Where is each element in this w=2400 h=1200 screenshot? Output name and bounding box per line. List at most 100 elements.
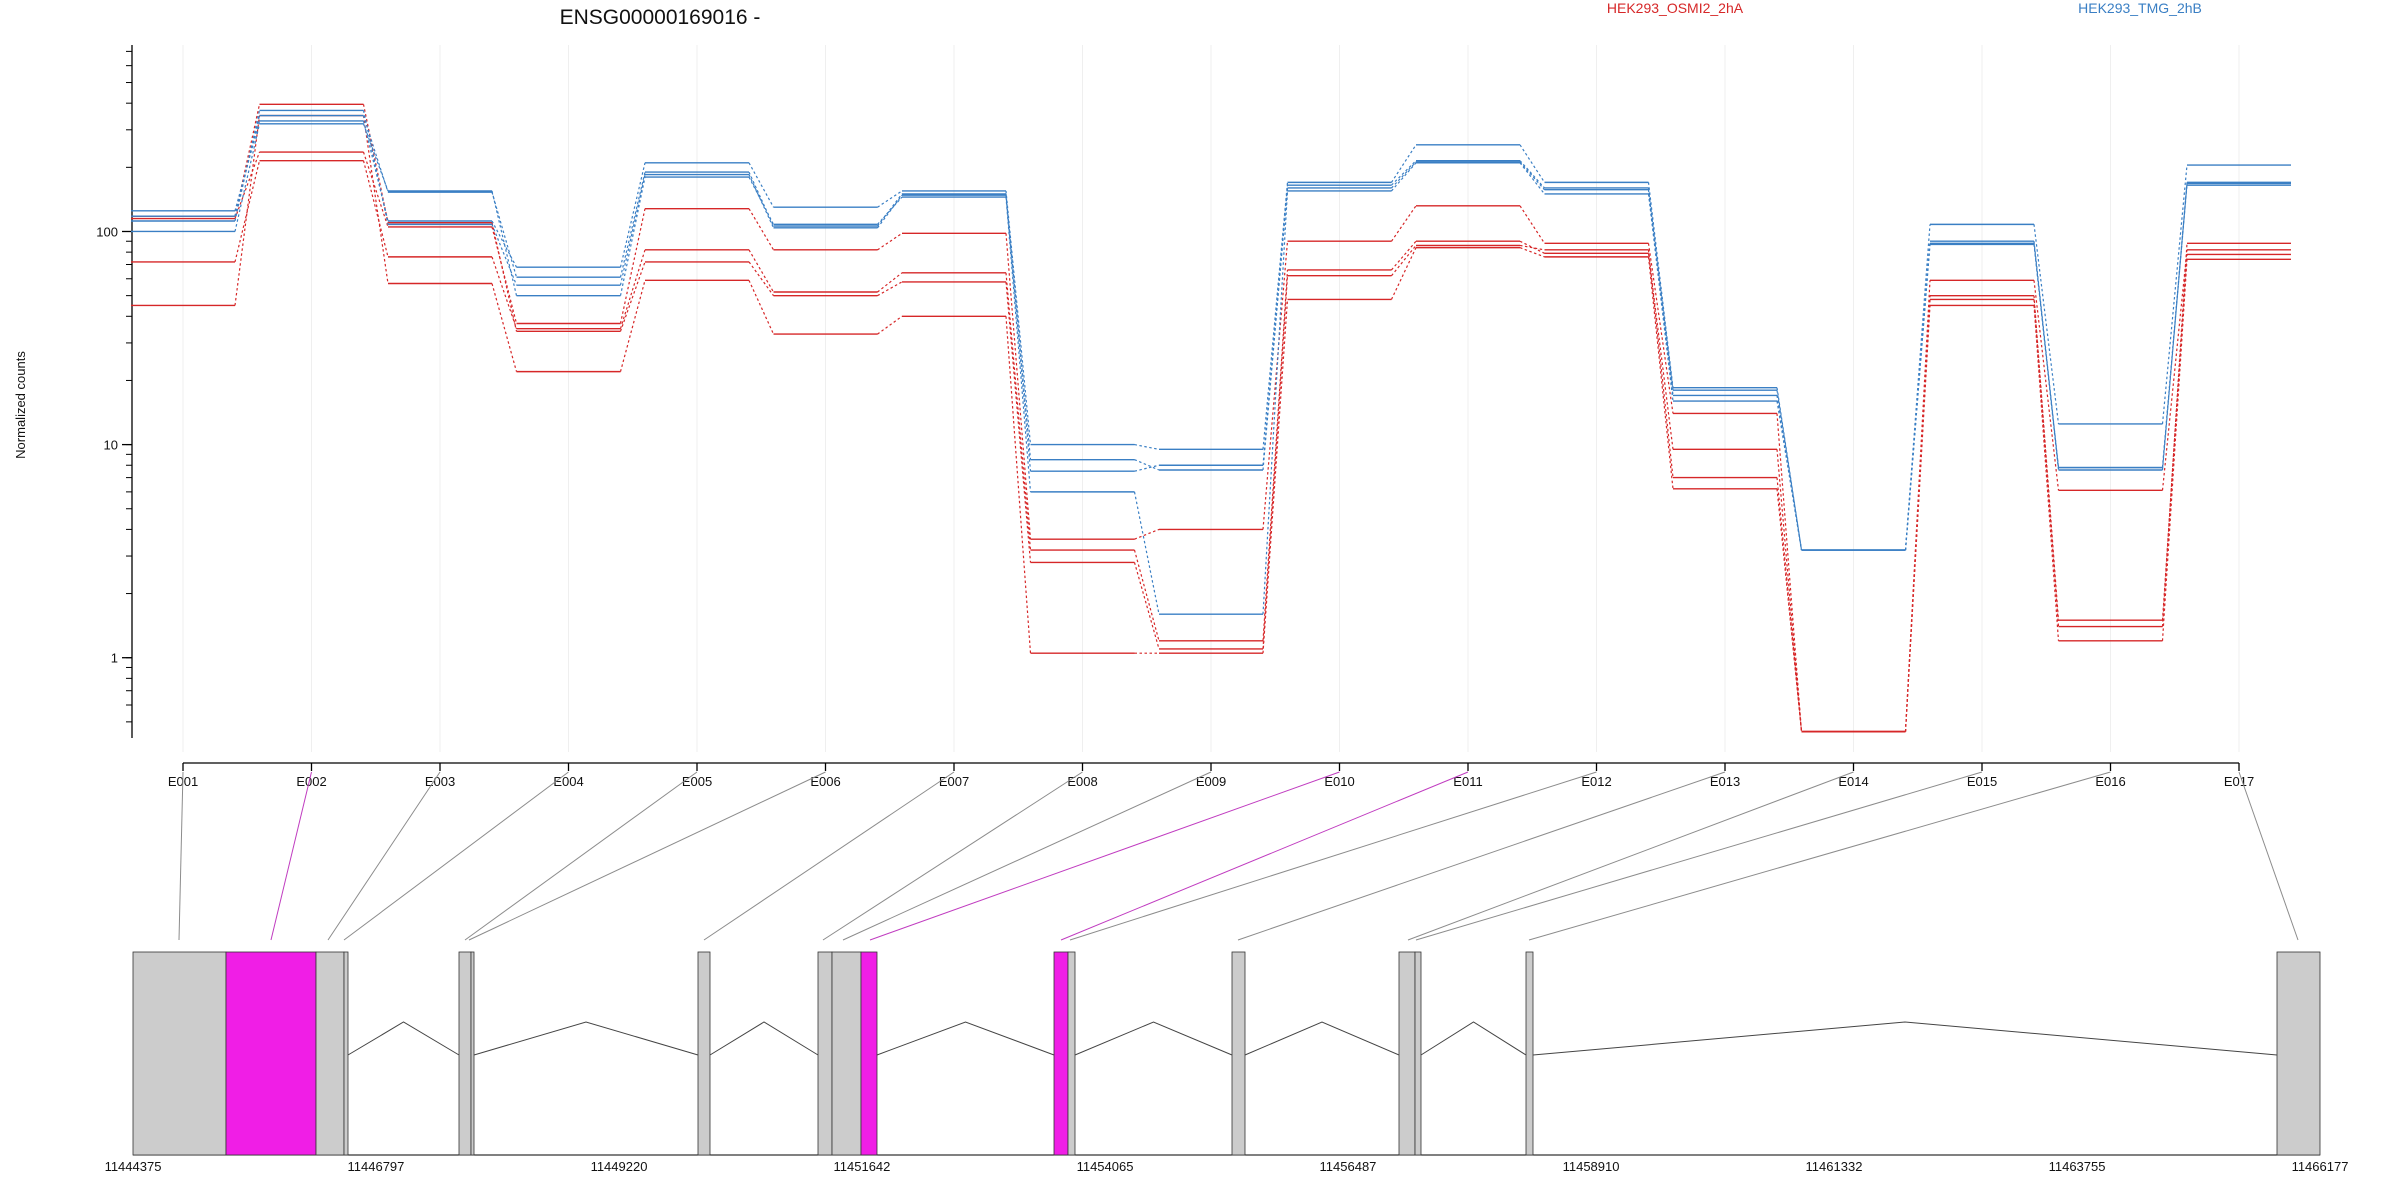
series-connector <box>234 104 261 217</box>
series-connector <box>1390 247 1417 300</box>
series-connector <box>1005 190 1032 445</box>
series-connector <box>1005 281 1032 563</box>
exon-box <box>315 951 345 1156</box>
series-connector <box>1262 190 1289 615</box>
series-connector <box>491 222 518 332</box>
series-connector <box>1519 162 1545 195</box>
series-connector <box>1262 275 1289 649</box>
intron-line <box>1532 1021 2278 1056</box>
series-connector <box>2161 164 2188 425</box>
series-8 <box>131 109 2291 551</box>
exon-connector <box>1237 771 1726 941</box>
exon-box <box>1398 951 1416 1156</box>
intron-line <box>473 1021 699 1056</box>
series-connector <box>619 162 646 268</box>
series-connector <box>2161 243 2188 627</box>
exon-box <box>470 951 475 1156</box>
series-connector <box>748 171 775 227</box>
x-tick-label: E012 <box>1581 774 1611 789</box>
series-connector <box>1647 182 1674 388</box>
series-connector <box>877 194 903 229</box>
series-connector <box>1519 247 1545 258</box>
genome-tick-label: 11451642 <box>834 1159 891 1174</box>
intron-line <box>709 1021 819 1056</box>
genome-tick-label: 11458910 <box>1563 1159 1620 1174</box>
exon-connector <box>464 771 698 941</box>
exon-connector <box>869 771 1340 941</box>
genome-tick-label: 11463755 <box>2049 1159 2106 1174</box>
genome-tick-label: 11461332 <box>1806 1159 1863 1174</box>
x-tick-label: E016 <box>2095 774 2125 789</box>
series-connector <box>1005 195 1032 472</box>
series-connector <box>491 283 518 372</box>
y-axis-label: Normalized counts <box>13 351 28 459</box>
series-connector <box>1647 193 1674 402</box>
exon-connector <box>1407 771 1854 941</box>
series-connector <box>1647 189 1674 391</box>
series-connector <box>1133 549 1160 641</box>
series-1 <box>131 114 2291 733</box>
genome-tick-label: 11456487 <box>1320 1159 1377 1174</box>
x-tick-label: E015 <box>1967 774 1997 789</box>
exon-connector <box>1069 771 1597 941</box>
exon-box-highlight <box>225 951 317 1156</box>
series-connector <box>362 160 389 258</box>
series-connector <box>877 272 903 293</box>
series-connector <box>1005 197 1032 492</box>
x-tick-label: E004 <box>553 774 583 789</box>
intron-line <box>1420 1021 1527 1056</box>
exon-box-highlight <box>1053 951 1069 1156</box>
exon-box <box>1525 951 1534 1156</box>
x-tick-label: E013 <box>1710 774 1740 789</box>
intron-line <box>347 1021 460 1056</box>
series-connector <box>619 208 646 324</box>
series-connector <box>1262 185 1289 466</box>
series-connector <box>877 190 903 208</box>
exon-box <box>132 951 227 1156</box>
series-connector <box>1776 387 1803 551</box>
genome-tick-label: 11454065 <box>1077 1159 1134 1174</box>
series-connector <box>1134 444 1160 450</box>
series-connector <box>1776 413 1803 732</box>
series-connector <box>1904 241 1931 551</box>
series-connector <box>748 249 775 293</box>
exon-box <box>458 951 472 1156</box>
series-connector <box>877 232 903 251</box>
series-connector <box>748 162 775 208</box>
exon-connector <box>1528 771 2111 941</box>
exon-connector <box>2238 771 2299 941</box>
series-connector <box>2161 259 2188 641</box>
exon-connector <box>822 771 1083 941</box>
series-connector <box>877 315 903 335</box>
series-connector <box>362 120 389 222</box>
exon-connector <box>343 771 569 941</box>
chart-title: ENSG00000169016 - <box>560 6 761 29</box>
series-7 <box>131 120 2291 551</box>
exon-connector <box>270 771 312 941</box>
x-tick-label: E010 <box>1324 774 1354 789</box>
x-tick-label: E014 <box>1838 774 1868 789</box>
intron-line <box>1074 1021 1233 1056</box>
series-connector <box>362 115 389 193</box>
series-connector <box>1647 249 1674 478</box>
series-connector <box>1391 240 1417 271</box>
series-connector <box>2161 249 2188 491</box>
series-connector <box>362 115 389 284</box>
exon-box <box>831 951 862 1156</box>
exon-box <box>2276 951 2321 1156</box>
x-tick-label: E011 <box>1453 774 1482 789</box>
series-connector <box>1005 233 1032 540</box>
series-connector <box>1133 562 1160 650</box>
intron-line <box>1244 1021 1400 1056</box>
x-tick-label: E006 <box>810 774 840 789</box>
exon-connector <box>468 771 826 941</box>
exon-box <box>1231 951 1246 1156</box>
series-connector <box>1391 160 1417 186</box>
series-connector <box>1776 395 1803 551</box>
x-tick-label: E008 <box>1067 774 1097 789</box>
genome-tick-label: 11466177 <box>2292 1159 2349 1174</box>
series-3 <box>131 151 2291 733</box>
exon-box <box>817 951 833 1156</box>
series-connector <box>748 208 775 251</box>
